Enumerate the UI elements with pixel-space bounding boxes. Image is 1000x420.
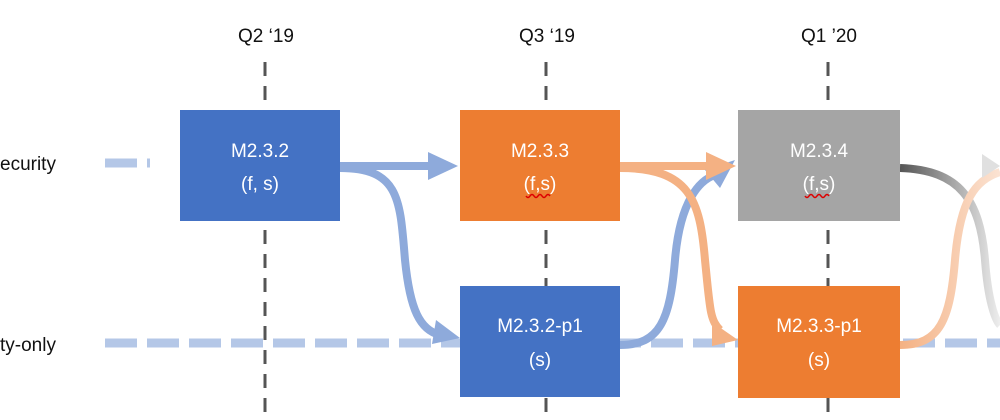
arrow-m232p1-to-m234	[619, 171, 717, 349]
spellcheck-underline	[804, 193, 830, 199]
release-title: M2.3.3-p1	[776, 316, 862, 337]
arrow-m233-to-m233p1	[619, 164, 723, 333]
quarter-label: Q1 ’20	[801, 26, 857, 47]
arrowheads	[428, 152, 1000, 346]
release-title: M2.3.2-p1	[497, 316, 583, 337]
lane-label-security-only: ty-only	[0, 335, 56, 356]
release-scope: (f,s)	[524, 174, 557, 195]
release-title: M2.3.4	[790, 141, 849, 162]
release-box-m233: M2.3.3 (f,s)	[460, 110, 620, 221]
release-box-m232p1: M2.3.2-p1 (s)	[460, 286, 620, 397]
arrow-m233p1-next	[899, 168, 1000, 349]
release-title: M2.3.2	[231, 141, 289, 162]
release-box-m233p1: M2.3.3-p1 (s)	[738, 286, 900, 398]
arrow-m234-to-next-p1	[899, 164, 1000, 328]
release-box-m232: M2.3.2 (f, s)	[180, 110, 340, 221]
spellcheck-underline	[525, 193, 551, 199]
lane-label-security: ecurity	[0, 154, 56, 175]
release-scope: (f,s)	[803, 174, 836, 195]
quarter-label: Q2 ‘19	[238, 26, 294, 47]
release-scope: (s)	[808, 350, 830, 371]
release-scope: (s)	[529, 350, 551, 371]
quarter-label: Q3 ‘19	[519, 26, 575, 47]
release-title: M2.3.3	[511, 141, 569, 162]
arrows	[339, 162, 1000, 349]
release-box-m234: M2.3.4 (f,s)	[738, 110, 900, 221]
arrow-m232-to-m232p1	[339, 164, 442, 339]
release-scope: (f, s)	[241, 174, 279, 195]
